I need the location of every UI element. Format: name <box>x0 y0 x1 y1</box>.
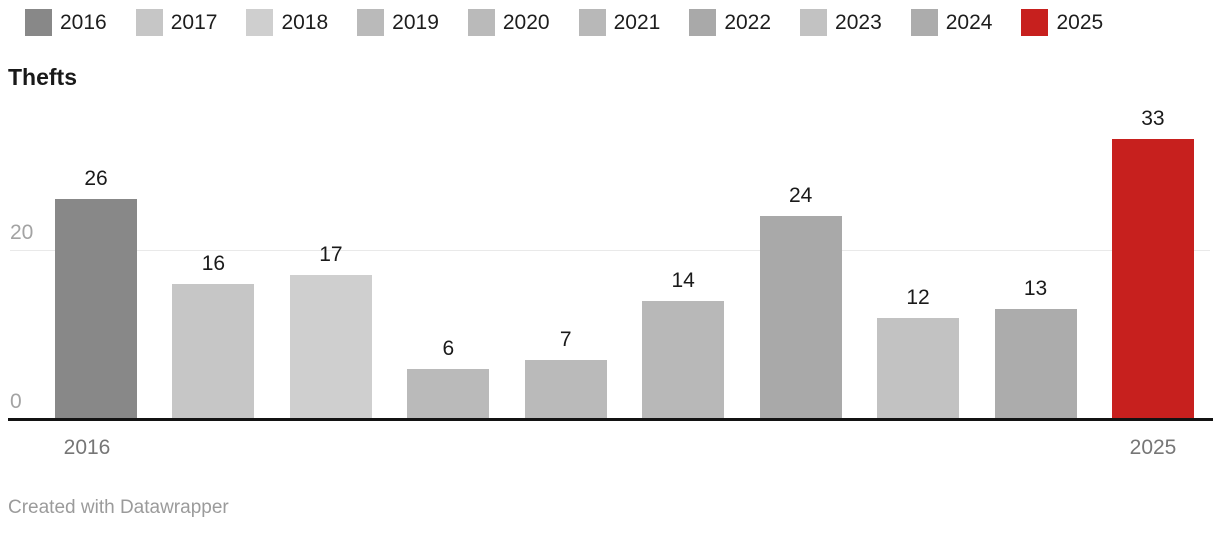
bar-2025[interactable] <box>1111 139 1194 420</box>
legend-label-2020: 2020 <box>502 11 550 34</box>
bar-value-label-2017: 16 <box>201 252 226 275</box>
bar-2024[interactable] <box>994 309 1077 420</box>
bar-value-label-2021: 14 <box>671 269 695 292</box>
legend-item-2016[interactable]: 2016 <box>25 9 107 36</box>
y-axis-tick-20: 20 <box>10 221 34 244</box>
legend-label-2022: 2022 <box>724 11 772 34</box>
bar-2017[interactable] <box>172 284 255 420</box>
legend-swatch-2021 <box>578 9 606 36</box>
legend-swatch-2020 <box>467 9 495 36</box>
bar-value-label-2020: 7 <box>559 328 572 351</box>
legend-label-2019: 2019 <box>392 11 439 34</box>
legend-swatch-2018 <box>246 9 274 36</box>
legend-label-2017: 2017 <box>170 11 218 34</box>
bar-value-label-2024: 13 <box>1023 277 1048 300</box>
bar-value-label-2016: 26 <box>84 167 108 190</box>
bar-value-label-2018: 17 <box>319 243 343 266</box>
bar-group-2024: 13 <box>994 277 1077 420</box>
bar-group-2023: 12 <box>877 286 960 420</box>
bar-group-2016: 26 <box>55 167 137 420</box>
legend-item-2018[interactable]: 2018 <box>246 9 328 36</box>
legend-item-2017[interactable]: 2017 <box>135 9 218 36</box>
legend-item-2024[interactable]: 2024 <box>910 9 993 36</box>
bar-group-2025: 33 <box>1111 107 1194 420</box>
legend-label-2021: 2021 <box>613 11 661 34</box>
legend-label-2024: 2024 <box>945 11 993 34</box>
bar-value-label-2022: 24 <box>788 184 813 207</box>
legend-swatch-2025 <box>1021 9 1049 36</box>
bar-2023[interactable] <box>877 318 960 420</box>
legend-swatch-2022 <box>689 9 717 36</box>
bar-2016[interactable] <box>55 199 137 420</box>
gridline-20 <box>10 250 1210 251</box>
chart-title: Thefts <box>8 64 77 90</box>
x-axis-label-2016: 2016 <box>63 436 111 459</box>
x-axis-label-2025: 2025 <box>1129 436 1177 459</box>
attribution-credit: Created with Datawrapper <box>8 497 229 518</box>
legend-item-2022[interactable]: 2022 <box>689 9 771 36</box>
legend-item-2019[interactable]: 2019 <box>357 9 439 36</box>
legend-swatch-2023 <box>800 9 828 36</box>
bar-value-label-2019: 6 <box>442 337 455 360</box>
legend-label-2018: 2018 <box>281 11 329 34</box>
bar-2019[interactable] <box>407 369 490 420</box>
legend: 2016 2017 2018 2019 2020 2021 2022 2023 2024 2025 <box>25 9 1103 36</box>
legend-swatch-2024 <box>910 9 938 36</box>
bar-2022[interactable] <box>759 216 842 420</box>
bar-value-label-2023: 12 <box>906 286 930 309</box>
legend-swatch-2019 <box>357 9 385 36</box>
bar-2021[interactable] <box>642 301 725 420</box>
legend-label-2016: 2016 <box>60 11 107 34</box>
legend-item-2023[interactable]: 2023 <box>800 9 882 36</box>
bar-group-2020: 7 <box>524 328 607 420</box>
bars: 26 16 17 6 7 14 24 12 13 33 <box>55 0 1194 420</box>
legend-swatch-2017 <box>135 9 163 36</box>
bar-group-2017: 16 <box>172 252 255 420</box>
legend-swatch-2016 <box>25 9 52 36</box>
legend-item-2025[interactable]: 2025 <box>1021 9 1103 36</box>
y-axis-tick-0: 0 <box>10 390 22 413</box>
bar-group-2018: 17 <box>289 243 372 420</box>
bar-group-2021: 14 <box>642 269 725 420</box>
bar-value-label-2025: 33 <box>1141 107 1165 130</box>
legend-item-2020[interactable]: 2020 <box>467 9 550 36</box>
legend-label-2025: 2025 <box>1056 11 1104 34</box>
bar-2020[interactable] <box>524 360 607 420</box>
x-axis-baseline <box>8 418 1213 421</box>
legend-label-2023: 2023 <box>835 11 882 34</box>
legend-item-2021[interactable]: 2021 <box>578 9 661 36</box>
bar-group-2022: 24 <box>759 184 842 420</box>
bar-group-2019: 6 <box>407 337 490 420</box>
bar-2018[interactable] <box>289 275 372 420</box>
